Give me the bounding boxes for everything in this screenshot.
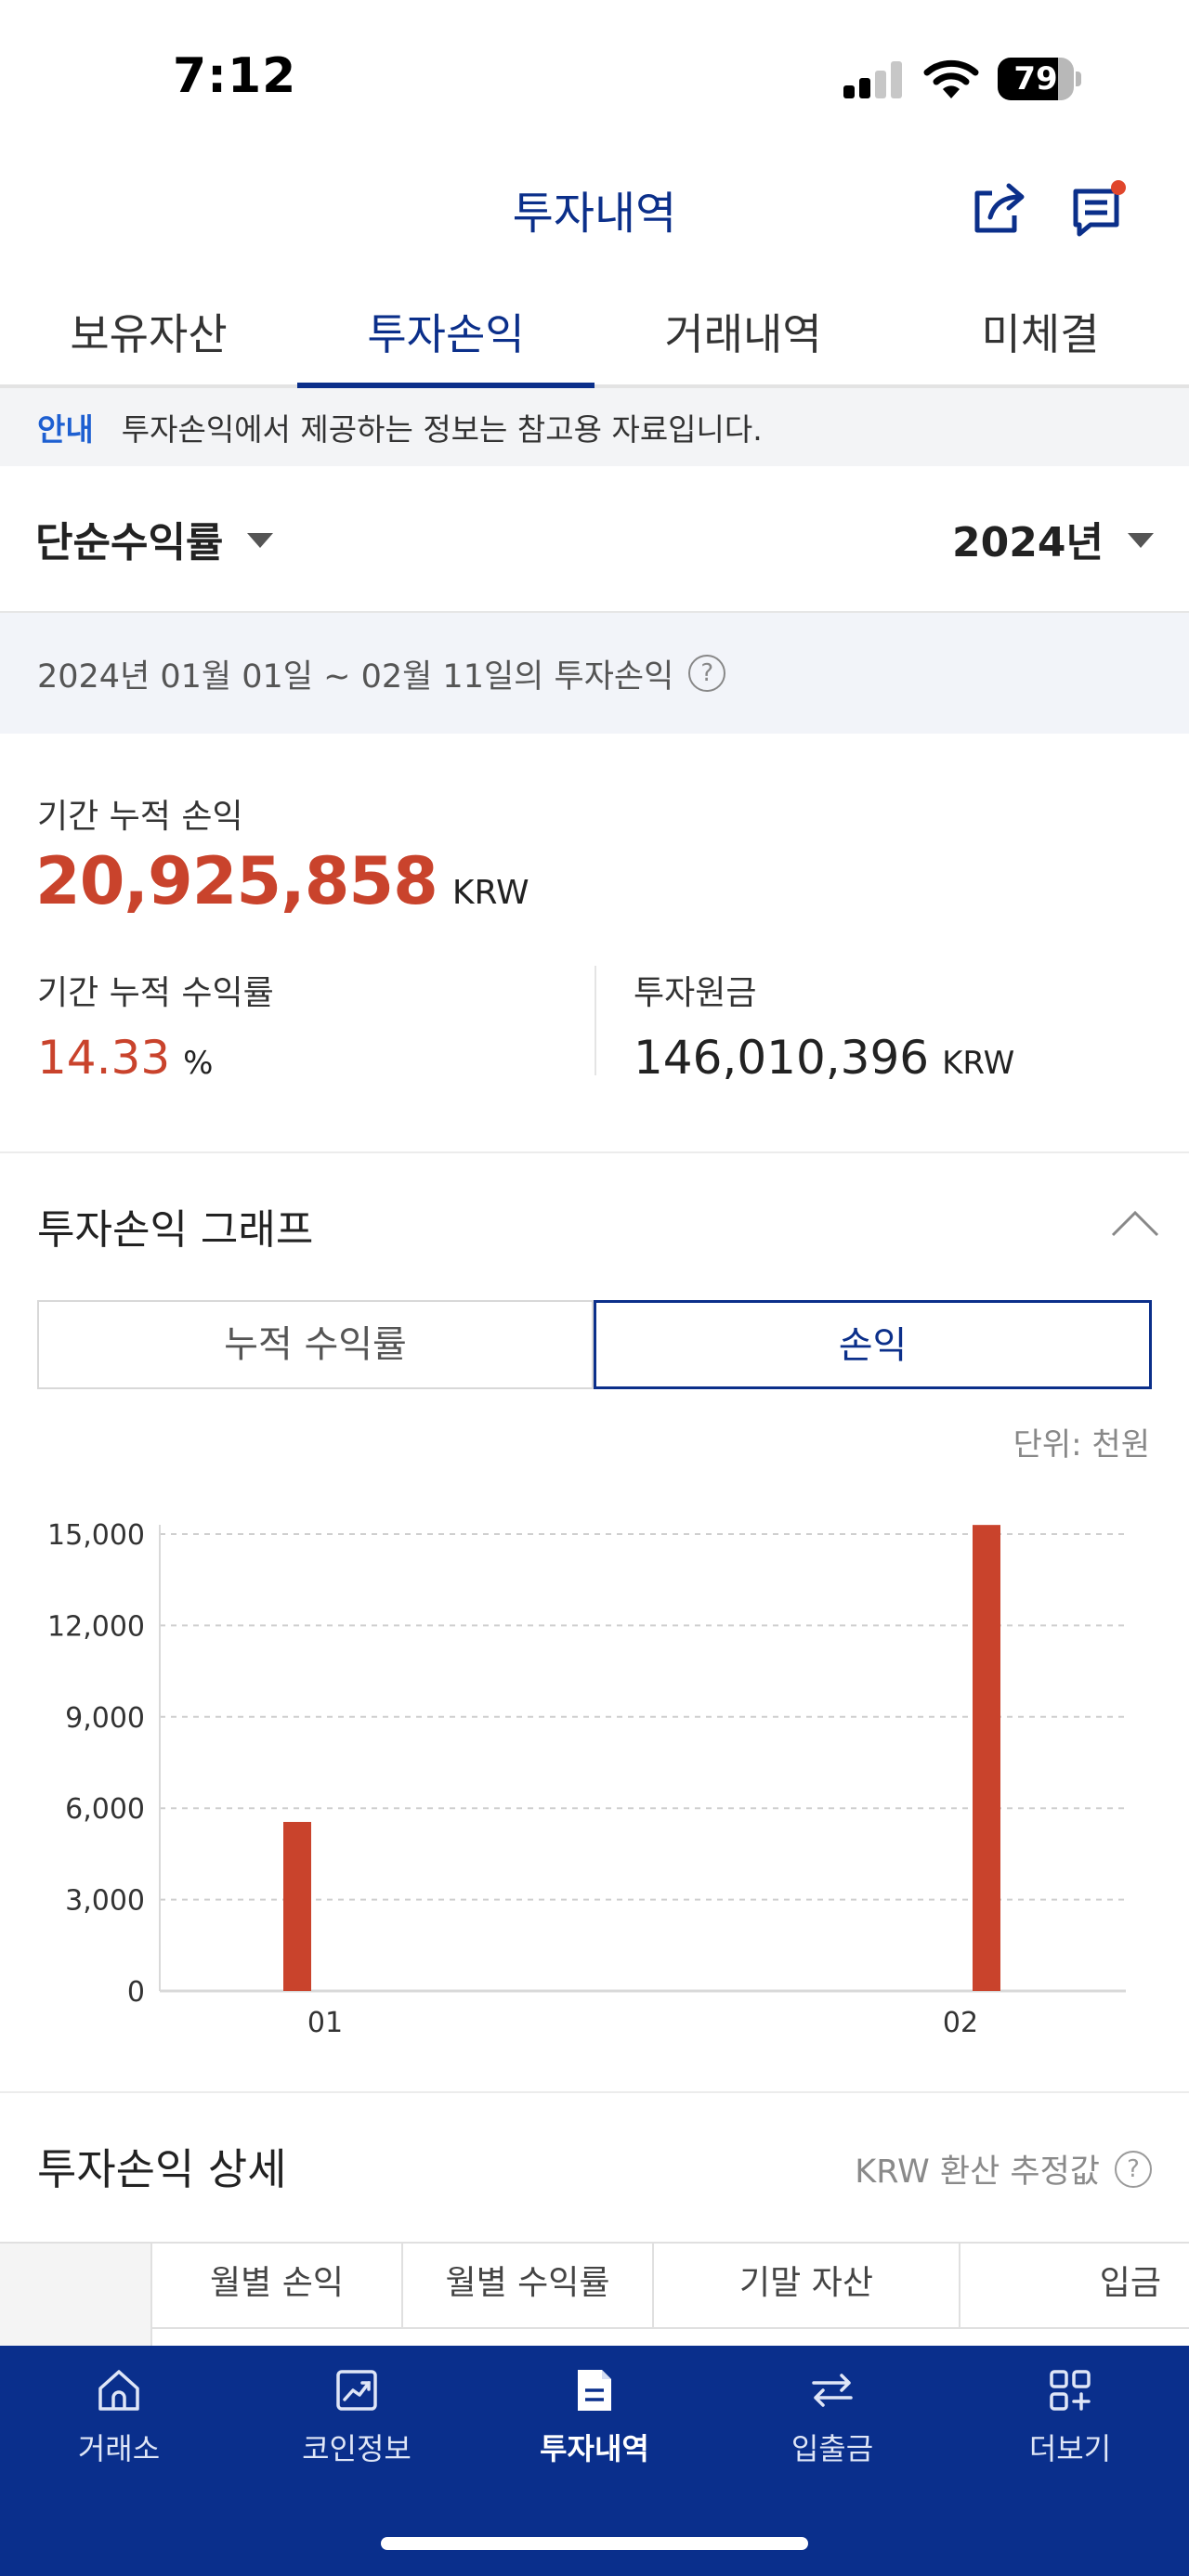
status-time: 7:12 [173,48,297,104]
help-icon[interactable]: ? [688,655,726,692]
column-header-monthly-pl[interactable]: 월별 손익 [152,2244,403,2329]
cumulative-return-unit: % [183,1045,214,1082]
nav-more-label: 더보기 [1028,2431,1112,2466]
filter-row: 단순수익률 2024년 [0,466,1189,613]
toggle-profit-loss[interactable]: 손익 [594,1300,1152,1389]
graph-title: 투자손익 그래프 [37,1206,314,1254]
notice-text: 투자손익에서 제공하는 정보는 참고용 자료입니다. [121,411,763,448]
more-icon [1050,2370,1091,2411]
cumulative-return-value: 14.33 [37,1031,171,1085]
tab-bar: 보유자산 투자손익 거래내역 미체결 [0,279,1189,388]
chart-icon [336,2370,377,2411]
cumulative-pl: 20,925,858 KRW [35,843,529,919]
cumulative-pl-unit: KRW [451,874,529,912]
principal-value: 146,010,396 [634,1031,930,1085]
x-tick-label: 01 [307,2007,343,2039]
nav-exchange-label: 거래소 [77,2431,161,2466]
page-title: 투자내역 [512,188,677,240]
detail-header: 투자손익 상세 KRW 환산 추정값 ? [0,2093,1189,2242]
column-header-end-assets[interactable]: 기말 자산 [654,2244,960,2329]
y-tick-label: 3,000 [65,1885,145,1918]
battery-level: 79 [1013,60,1058,98]
message-icon[interactable] [1066,175,1133,241]
nav-coin-info-label: 코인정보 [302,2431,412,2466]
tab-open-orders[interactable]: 미체결 [981,309,1100,359]
principal-unit: KRW [942,1045,1015,1082]
y-tick-label: 6,000 [65,1793,145,1826]
principal-label: 투자원금 [634,974,757,1012]
y-tick-label: 0 [127,1976,145,2009]
wifi-icon [923,59,979,98]
metric-dropdown-label: 단순수익률 [35,519,224,566]
bar-01 [283,1821,311,1991]
graph-section: 투자손익 그래프 누적 수익률 손익 단위: 천원 0 3,000 6,000 9,0… [0,1155,1189,2093]
home-indicator [381,2537,808,2550]
year-dropdown-label: 2024년 [952,519,1104,566]
summary-panel: 기간 누적 손익 20,925,858 KRW 기간 누적 수익률 14.33 … [0,734,1189,1153]
detail-title: 투자손익 상세 [37,2144,287,2194]
tab-transactions[interactable]: 거래내역 [664,309,822,359]
y-tick-label: 12,000 [47,1610,145,1643]
detail-note: KRW 환산 추정값 ? [855,2145,1152,2192]
cumulative-return: 기간 누적 수익률 14.33 % [37,966,274,1085]
column-header-deposit[interactable]: 입금 [960,2244,1189,2329]
home-icon [98,2370,139,2411]
tab-holdings[interactable]: 보유자산 [70,309,228,359]
chart-unit-label: 단위: 천원 [1013,1426,1150,1464]
notice-banner: 안내 투자손익에서 제공하는 정보는 참고용 자료입니다. [0,388,1189,466]
column-header-monthly-return[interactable]: 월별 수익률 [403,2244,654,2329]
x-tick-label: 02 [943,2007,978,2039]
profit-loss-chart: 0 3,000 6,000 9,000 12,000 15,000 01 02 [47,1519,1126,2039]
nav-more[interactable]: 더보기 [951,2364,1189,2468]
chevron-up-icon[interactable] [1111,1209,1159,1237]
bar-02 [973,1525,1000,1991]
cumulative-return-label: 기간 누적 수익률 [37,974,274,1012]
principal: 투자원금 146,010,396 KRW [634,966,1014,1085]
year-dropdown[interactable]: 2024년 [952,509,1154,568]
nav-deposit-withdraw-label: 입출금 [790,2431,874,2466]
nav-investments-label: 투자내역 [540,2431,649,2466]
share-icon[interactable] [966,175,1033,241]
column-header-date[interactable]: 일자⬍ [0,2244,152,2468]
y-tick-label: 9,000 [65,1702,145,1735]
y-tick-label: 15,000 [47,1519,145,1552]
period-bar: 2024년 01월 01일 ~ 02월 11일의 투자손익 ? [0,613,1189,734]
toggle-cumulative-return[interactable]: 누적 수익률 [37,1300,594,1389]
nav-exchange[interactable]: 거래소 [0,2364,238,2468]
status-bar: 7:12 79 [0,0,1189,149]
help-icon[interactable]: ? [1115,2150,1152,2188]
cumulative-pl-label: 기간 누적 손익 [37,798,243,836]
caret-down-icon [247,533,274,548]
tab-profit-loss[interactable]: 투자손익 [297,279,594,388]
cumulative-pl-value: 20,925,858 [35,843,438,919]
detail-note-text: KRW 환산 추정값 [855,2153,1100,2191]
detail-table: 일자⬍ 월별 손익 월별 수익률 기말 자산 입금 [0,2242,1189,2468]
document-icon [578,2370,611,2411]
graph-toggle: 누적 수익률 손익 [37,1300,1152,1389]
caret-down-icon [1128,533,1154,548]
summary-divider [594,966,596,1075]
notification-dot-icon [1111,180,1126,195]
metric-dropdown[interactable]: 단순수익률 [35,509,274,568]
battery-icon: 79 [998,58,1081,100]
transfer-icon [812,2374,853,2407]
nav-coin-info[interactable]: 코인정보 [238,2364,476,2468]
period-text: 2024년 01월 01일 ~ 02월 11일의 투자손익 [37,657,674,696]
nav-investments[interactable]: 투자내역 [476,2364,713,2468]
app-header: 투자내역 [0,158,1189,260]
signal-icon [843,61,903,98]
notice-tag: 안내 [37,411,94,448]
nav-deposit-withdraw[interactable]: 입출금 [713,2364,951,2468]
